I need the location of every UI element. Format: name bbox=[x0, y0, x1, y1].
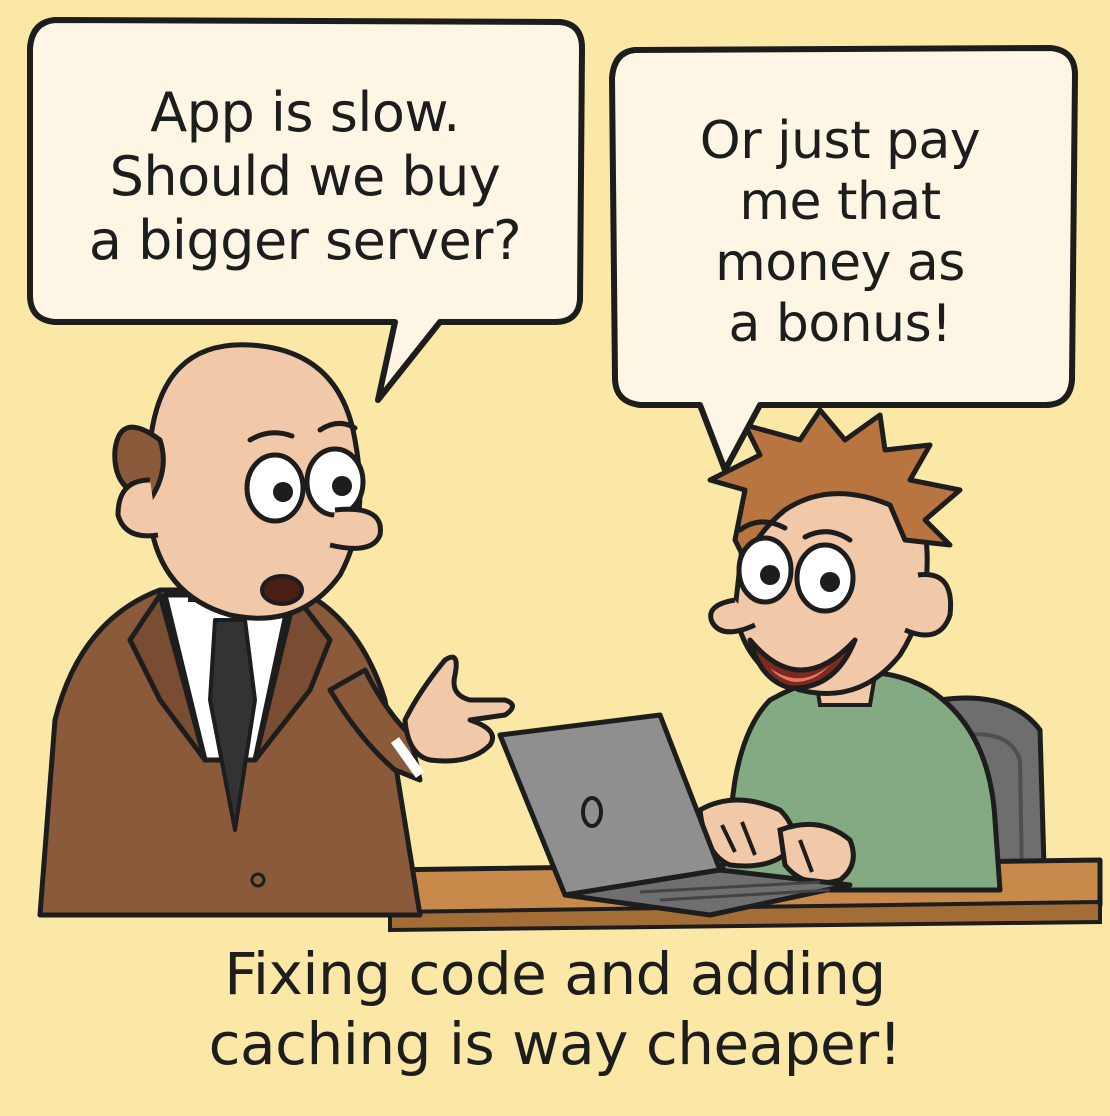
speech-bubble-left bbox=[27, 17, 585, 403]
boss-figure bbox=[37, 342, 515, 918]
comic-caption: Fixing code and adding caching is way ch… bbox=[208, 940, 902, 1078]
speech-bubble-right bbox=[609, 45, 1078, 473]
developer-figure bbox=[697, 407, 1003, 893]
laptop-icon bbox=[497, 712, 853, 918]
